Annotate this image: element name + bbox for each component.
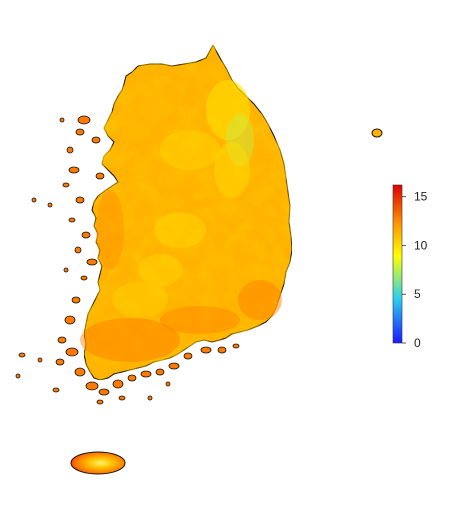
islet — [57, 336, 67, 344]
warm-lowland-patch — [96, 190, 124, 270]
cool-highland-patch — [226, 114, 254, 166]
islet — [52, 387, 60, 393]
cool-highland-patch — [138, 254, 182, 286]
islet — [65, 347, 79, 357]
cool-highland-patch — [160, 130, 220, 170]
islet — [232, 343, 240, 349]
islet — [75, 128, 85, 136]
islet — [112, 379, 124, 389]
islet — [64, 315, 76, 325]
islet — [18, 352, 26, 358]
islet — [66, 146, 74, 154]
cool-highland-patch — [112, 282, 168, 318]
islet — [96, 399, 104, 405]
islet — [68, 217, 76, 223]
islet — [183, 352, 193, 360]
color-legend: 15 10 5 0 — [392, 184, 428, 350]
islet — [77, 115, 91, 125]
islet — [86, 258, 98, 266]
warm-lowland-patch — [238, 280, 282, 320]
islet — [95, 172, 105, 180]
islet — [85, 381, 99, 391]
islet — [118, 395, 126, 401]
islet — [74, 246, 82, 254]
islet — [15, 373, 21, 379]
islet — [62, 182, 70, 188]
islet — [47, 202, 53, 208]
islet — [147, 395, 153, 401]
islet — [168, 362, 180, 370]
islet — [80, 275, 88, 281]
warm-lowland-patch — [160, 306, 240, 334]
islet — [71, 296, 81, 304]
legend-tick-label: 0 — [414, 336, 421, 350]
islet — [37, 357, 43, 363]
legend-tick-label: 5 — [414, 287, 421, 301]
islet — [74, 367, 86, 377]
islet — [68, 166, 80, 174]
islet — [75, 196, 85, 204]
islet — [217, 346, 227, 354]
legend-tick-label: 15 — [414, 190, 428, 204]
islet — [155, 368, 165, 376]
islet — [63, 267, 69, 273]
cool-highland-patch — [154, 212, 206, 248]
islet — [165, 381, 171, 387]
islet — [31, 197, 37, 203]
legend-colorbar — [392, 184, 403, 344]
islet — [91, 136, 101, 144]
legend-tick-label: 10 — [414, 238, 428, 252]
cool-highland-patch — [206, 80, 250, 140]
islet — [200, 346, 212, 354]
legend-ticks: 15 10 5 0 — [402, 190, 428, 350]
ulleung-island — [371, 128, 383, 138]
islet — [127, 374, 137, 382]
islet — [140, 370, 152, 378]
islet — [81, 231, 91, 239]
jeju-island — [70, 451, 126, 475]
islet — [55, 358, 65, 366]
warm-lowland-patch — [80, 318, 180, 362]
islet — [98, 388, 110, 396]
cool-highland-patch — [214, 142, 250, 198]
coastal-islets — [15, 115, 240, 405]
islet — [59, 117, 65, 123]
